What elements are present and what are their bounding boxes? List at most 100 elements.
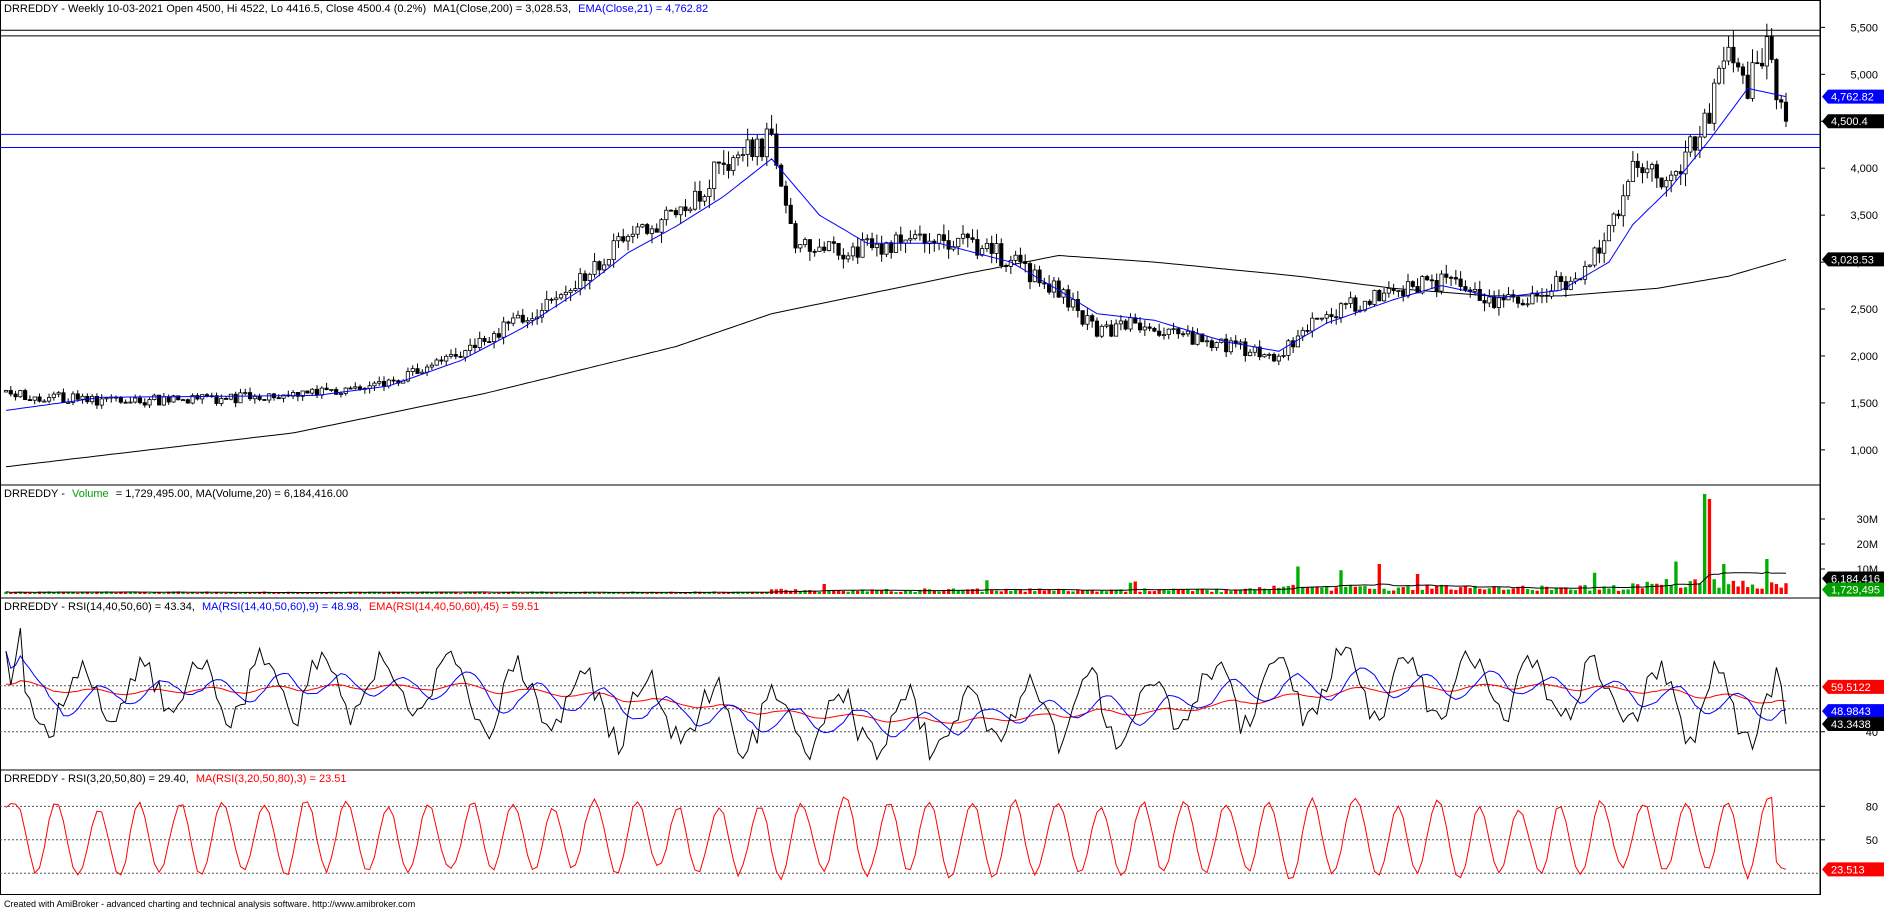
- volume-bar: [363, 592, 367, 594]
- volume-bar: [324, 592, 329, 594]
- volume-bar: [224, 592, 228, 594]
- candle-body: [334, 389, 339, 395]
- candle-body: [1343, 303, 1348, 305]
- rsi3-tick-label: 80: [1866, 801, 1878, 813]
- volume-bar: [1320, 587, 1324, 594]
- volume-bar: [305, 592, 310, 594]
- volume-bar: [277, 592, 281, 594]
- candle-body: [176, 395, 181, 401]
- candle-body: [1463, 286, 1468, 291]
- volume-bar: [1664, 579, 1669, 594]
- candle-body: [1386, 287, 1391, 294]
- candle-body: [664, 209, 669, 221]
- rsi14-ma-line: [5, 651, 1787, 738]
- volume-bar: [707, 592, 712, 594]
- volume-bar: [1626, 589, 1630, 594]
- volume-bar: [434, 591, 439, 594]
- volume-bar: [1104, 591, 1109, 594]
- candle-body: [439, 359, 444, 362]
- candle-body: [1597, 247, 1602, 254]
- volume-bar: [927, 589, 932, 594]
- volume-bar: [1372, 588, 1377, 594]
- volume-bar: [1769, 582, 1774, 594]
- candle-body: [13, 393, 18, 398]
- volume-bar: [171, 591, 176, 594]
- volume-bar: [525, 592, 530, 594]
- candle-body: [826, 241, 832, 251]
- volume-bar: [100, 592, 104, 594]
- volume-bar: [1444, 585, 1448, 594]
- volume-bar: [679, 592, 683, 594]
- candle-body: [616, 236, 621, 242]
- volume-bars: [4, 494, 1788, 595]
- candle-body: [1764, 36, 1769, 67]
- volume-bar: [745, 591, 750, 594]
- volume-bar: [1454, 590, 1458, 594]
- volume-bar: [755, 591, 759, 594]
- candle-body: [707, 188, 712, 197]
- volume-bar: [616, 592, 621, 594]
- candle-body: [1496, 297, 1501, 308]
- price-pane: 5,5005,0004,5004,0003,5003,0002,5002,000…: [0, 3, 1884, 468]
- candle-body: [1338, 303, 1344, 318]
- candle-body: [27, 399, 32, 402]
- rsi3-ma-path: [5, 796, 1787, 881]
- volume-bar: [1702, 494, 1707, 594]
- candle-body: [1740, 66, 1746, 76]
- volume-bar: [597, 592, 602, 594]
- candle-body: [1147, 326, 1152, 329]
- volume-bar: [1564, 587, 1568, 594]
- volume-tag-bg: [1822, 571, 1884, 586]
- volume-bar: [1640, 588, 1645, 594]
- rsi3-tag-bg: [1822, 862, 1884, 877]
- volume-bar: [592, 591, 597, 594]
- volume-bar: [956, 590, 960, 594]
- volume-bar: [1286, 585, 1291, 594]
- volume-bar: [458, 593, 463, 595]
- volume-bar: [95, 591, 99, 594]
- candle-body: [1755, 62, 1760, 65]
- volume-bar: [181, 592, 185, 594]
- candle-body: [1750, 62, 1755, 99]
- volume-bar: [846, 591, 850, 594]
- volume-bar: [358, 591, 362, 594]
- volume-bar: [1698, 583, 1702, 594]
- candle-body: [1616, 213, 1621, 217]
- candle-body: [305, 390, 310, 394]
- volume-bar: [1411, 590, 1415, 594]
- candle-body: [506, 321, 511, 324]
- volume-bar: [487, 593, 491, 595]
- price-tag-bg: [1822, 114, 1884, 129]
- volume-bar: [635, 591, 640, 594]
- candle-body: [32, 396, 37, 401]
- volume-bar: [1750, 584, 1755, 594]
- price-tick-label: 2,500: [1850, 304, 1878, 316]
- volume-bar: [1133, 581, 1137, 594]
- volume-bar: [607, 592, 611, 594]
- candle-body: [1549, 290, 1554, 297]
- candle-body: [1736, 62, 1741, 68]
- volume-bar: [1305, 587, 1310, 594]
- volume-bar: [1569, 589, 1573, 594]
- candle-body: [1487, 296, 1492, 304]
- candle-body: [23, 390, 28, 401]
- volume-bar: [1382, 588, 1386, 594]
- volume-bar: [1090, 589, 1094, 594]
- volume-ma-path: [5, 571, 1787, 593]
- volume-bar: [1430, 588, 1434, 594]
- candle-body: [1377, 290, 1382, 302]
- candle-body: [965, 233, 970, 239]
- candle-body: [405, 371, 411, 382]
- volume-bar: [18, 591, 23, 594]
- candle-body: [803, 239, 808, 246]
- candle-body: [1745, 74, 1750, 99]
- candle-body: [1769, 36, 1774, 60]
- volume-bar: [1076, 590, 1080, 594]
- volume-bar: [28, 592, 32, 594]
- candle-body: [1319, 317, 1324, 320]
- volume-bar: [817, 592, 822, 594]
- volume-bar: [1152, 591, 1157, 594]
- volume-bar: [1463, 585, 1468, 594]
- candle-body: [582, 273, 588, 281]
- volume-bar: [506, 592, 511, 594]
